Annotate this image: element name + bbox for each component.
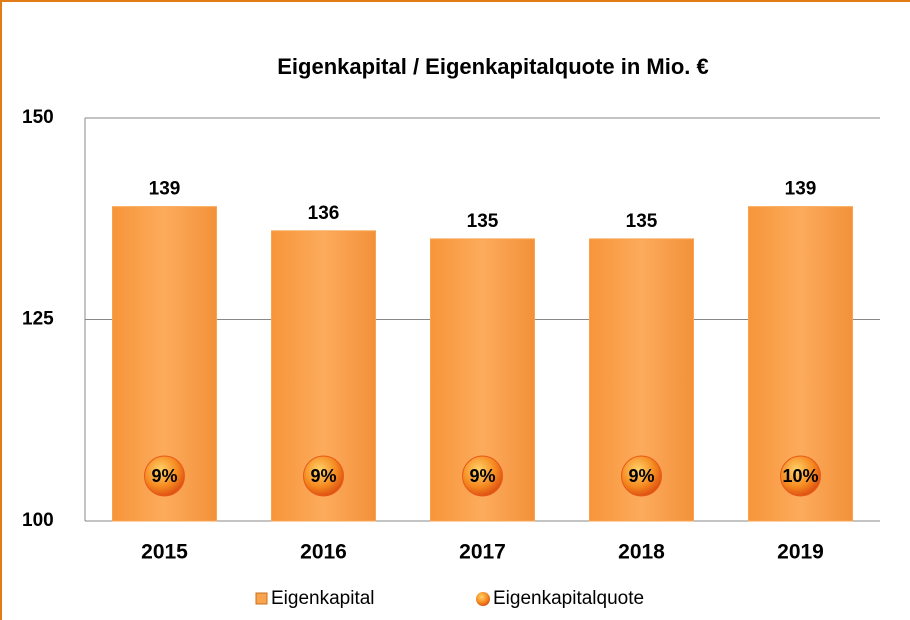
chart-title: Eigenkapital / Eigenkapitalquote in Mio.…	[277, 54, 709, 79]
x-tick-label: 2018	[618, 541, 665, 564]
ratio-dot	[144, 455, 185, 497]
ratio-dot	[621, 455, 662, 497]
legend-swatch	[255, 592, 268, 605]
data-label: 139	[149, 179, 181, 200]
data-label: 139	[785, 179, 817, 200]
legend-label: Eigenkapitalquote	[493, 588, 644, 609]
ratio-dot	[780, 455, 821, 497]
ratio-label: 9%	[151, 466, 177, 486]
x-tick-label: 2017	[459, 541, 506, 564]
ratio-label: 9%	[469, 466, 495, 486]
y-tick-label: 100	[22, 510, 54, 531]
data-label: 135	[626, 211, 658, 232]
ratio-dot	[303, 455, 344, 497]
x-tick-label: 2015	[141, 541, 188, 564]
ratio-dot	[462, 455, 503, 497]
data-label: 135	[467, 211, 499, 232]
legend-swatch	[476, 592, 490, 606]
ratio-label: 10%	[782, 466, 818, 486]
y-tick-label: 150	[22, 107, 54, 128]
x-tick-label: 2016	[300, 541, 347, 564]
ratio-label: 9%	[628, 466, 654, 486]
legend-label: Eigenkapital	[271, 588, 375, 609]
y-tick-label: 125	[22, 309, 54, 330]
x-tick-label: 2019	[777, 541, 824, 564]
data-label: 136	[308, 203, 340, 224]
ratio-label: 9%	[310, 466, 336, 486]
